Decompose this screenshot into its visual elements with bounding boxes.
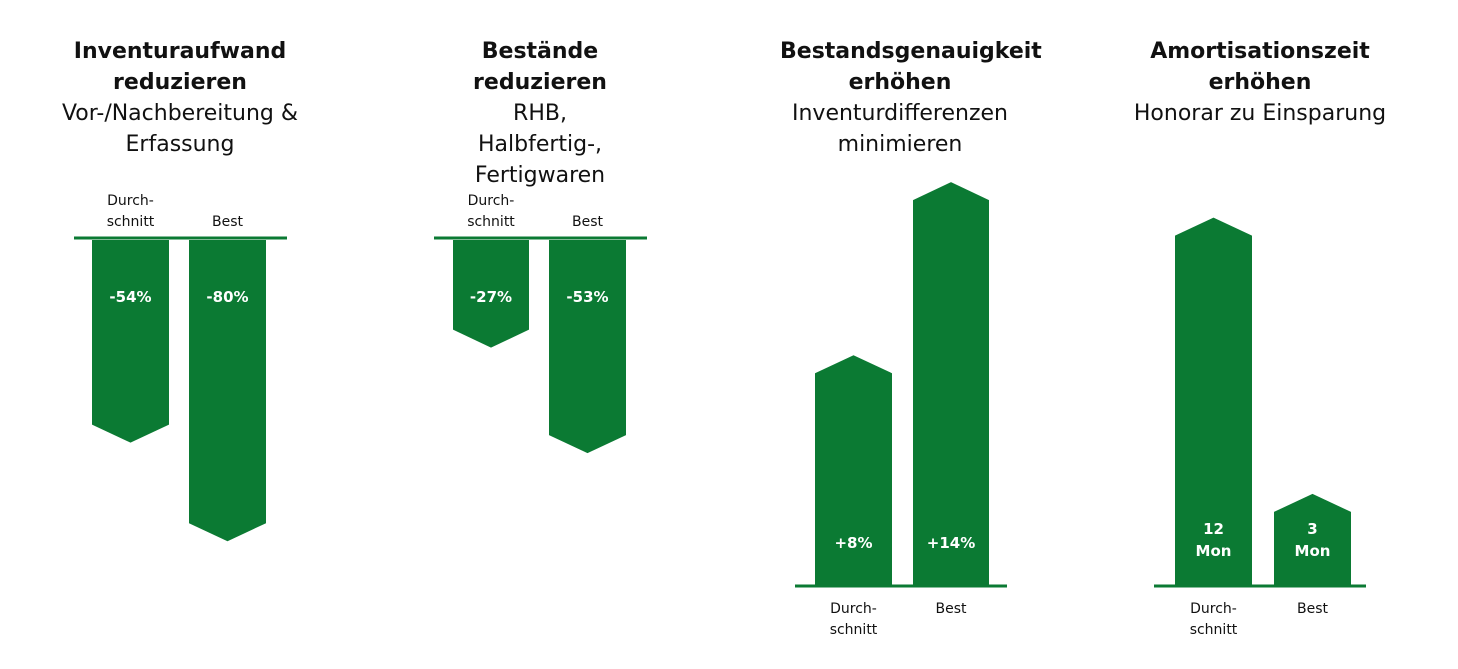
bar-durchschnitt <box>815 355 892 585</box>
chart-subtitle: Vor-/Nachbereitung & Erfassung <box>61 101 299 157</box>
category-label: Best <box>935 601 967 617</box>
chart-title-block: Inventuraufwand reduzieren Vor-/Nachberei… <box>10 36 350 160</box>
bar-best <box>189 240 266 542</box>
chart-title: Bestände reduzieren <box>473 39 607 95</box>
bar-value-label: 12 Mon <box>1196 520 1232 560</box>
chart-panel-1: Inventuraufwand reduzieren Vor-/Nachberei… <box>10 0 350 669</box>
chart-subtitle: RHB, Halbfertig-, Fertigwaren <box>474 101 606 188</box>
chart-title: Inventuraufwand reduzieren <box>73 39 287 95</box>
category-label: Best <box>1297 601 1329 617</box>
bar-value-label: +14% <box>927 534 975 552</box>
bar-durchschnitt <box>92 240 169 443</box>
category-label: Durch-schnitt <box>830 601 878 638</box>
bar-best <box>913 182 989 585</box>
bar-best <box>1274 493 1351 585</box>
category-label: Best <box>212 214 244 230</box>
chart-panel-3: Bestandsgenauigkeit erhöhen Inventurdiffe… <box>730 0 1070 669</box>
bar-value-label: -54% <box>109 288 151 306</box>
chart-subtitle: Honorar zu Einsparung <box>1133 101 1387 126</box>
chart-title: Bestandsgenauigkeit erhöhen <box>780 39 1042 95</box>
chart-title: Amortisationszeit erhöhen <box>1150 39 1370 95</box>
category-label: Durch-schnitt <box>107 193 155 230</box>
bar-durchschnitt <box>453 240 529 348</box>
bar-best <box>549 240 626 454</box>
bar-value-label: 3 Mon <box>1295 520 1331 560</box>
chart-title-block: Amortisationszeit erhöhen Honorar zu Eins… <box>1090 36 1430 129</box>
category-label: Best <box>572 214 604 230</box>
chart-panel-4: Amortisationszeit erhöhen Honorar zu Eins… <box>1090 0 1430 669</box>
bar-value-label: +8% <box>834 534 872 552</box>
chart-panel-2: Bestände reduzieren RHB, Halbfertig-, Fer… <box>370 0 710 669</box>
chart-subtitle: Inventurdifferenzen minimieren <box>792 101 1008 157</box>
bar-value-label: -53% <box>566 288 608 306</box>
bar-value-label: -80% <box>206 288 248 306</box>
category-label: Durch-schnitt <box>1190 601 1238 638</box>
chart-title-block: Bestände reduzieren RHB, Halbfertig-, Fer… <box>370 36 710 191</box>
bar-value-label: -27% <box>470 288 512 306</box>
category-label: Durch-schnitt <box>467 193 515 230</box>
chart-title-block: Bestandsgenauigkeit erhöhen Inventurdiffe… <box>730 36 1070 160</box>
bar-durchschnitt <box>1175 217 1252 585</box>
